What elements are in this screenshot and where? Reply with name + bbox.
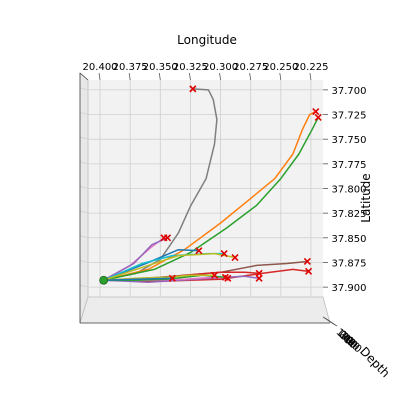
end-marker-3 [314, 113, 322, 122]
x-tick-mark [98, 72, 101, 81]
x-tick-label: 20.350 [143, 62, 178, 73]
y-tick-label: 37.725 [332, 111, 367, 122]
x-tick-mark [249, 72, 252, 81]
y-tick-label: 37.900 [332, 283, 367, 294]
y-grid-line-side [79, 284, 89, 288]
end-marker-stroke [304, 267, 313, 275]
x-axis-label: Longitude [177, 33, 237, 47]
end-marker-16 [168, 274, 176, 282]
y-axis-label: Latitude [359, 173, 373, 222]
end-marker-15 [210, 271, 219, 279]
end-marker-stroke [255, 274, 263, 282]
z-axis-label: Depth [357, 344, 392, 380]
x-tick-label: 20.225 [293, 62, 328, 73]
trajectory-line-3 [103, 117, 319, 281]
y-grid-line-side [79, 210, 89, 214]
y-tick-label: 37.800 [332, 185, 367, 196]
trajectory-line-6 [103, 248, 199, 281]
end-marker-2 [312, 107, 320, 116]
end-marker-5 [163, 234, 172, 242]
y-tick-label: 37.825 [332, 209, 367, 220]
end-marker-stroke [303, 257, 311, 266]
x-tick-mark [219, 72, 221, 81]
axis-panes [79, 72, 331, 324]
z-tick-label: 0 [337, 329, 349, 342]
x-tick-mark [309, 72, 312, 81]
origin-marker [99, 275, 109, 285]
x-tick-mark [279, 72, 282, 81]
trajectory-line-16 [103, 277, 173, 281]
end-marker-stroke [312, 107, 320, 116]
end-marker-stroke [221, 273, 229, 281]
marker-group [99, 85, 322, 285]
series-group [103, 88, 319, 283]
x-tick-mark [189, 72, 191, 81]
end-marker-14 [221, 273, 229, 281]
end-marker-6 [195, 247, 203, 255]
axis-edge-top [79, 72, 89, 81]
trajectory-line-8 [103, 252, 236, 281]
y-tick-label: 37.700 [332, 86, 367, 97]
y-tick-label: 37.850 [332, 234, 367, 245]
grid-lines [79, 72, 330, 324]
x-tick-labels: 20.40020.37520.35020.32520.30020.27520.2… [83, 62, 329, 73]
y-tick-label: 37.775 [332, 160, 367, 171]
y-grid-line-side [79, 87, 89, 91]
x-tick-label: 20.300 [203, 62, 238, 73]
x-tick-label: 20.325 [173, 62, 208, 73]
floor-pane [79, 296, 331, 324]
y-tick-labels: 37.700 37.725 37.750 37.775 37.800 37.825 37.8… [332, 86, 367, 294]
end-marker-10 [304, 267, 313, 275]
end-marker-stroke [163, 234, 172, 242]
y-grid-line-side [79, 161, 89, 165]
end-marker-12 [255, 274, 263, 282]
end-marker-stroke [220, 250, 228, 258]
x-tick-mark [128, 72, 131, 81]
z-tick-mark [331, 322, 338, 327]
end-marker-1 [189, 85, 197, 93]
end-marker-stroke [189, 85, 197, 93]
end-marker-7 [220, 250, 228, 258]
y-grid-line-side [79, 186, 89, 189]
x-tick-label: 20.250 [263, 62, 298, 73]
end-marker-stroke [314, 113, 322, 122]
y-tick-label: 37.750 [332, 135, 367, 146]
end-marker-stroke [231, 253, 239, 262]
y-grid-line-side [79, 260, 89, 263]
x-tick-label: 20.375 [113, 62, 148, 73]
x-tick-mark [158, 72, 161, 81]
y-grid-line-side [79, 235, 89, 239]
end-marker-9 [303, 257, 311, 266]
x-tick-label: 20.275 [233, 62, 268, 73]
trajectory-line-5 [103, 237, 168, 281]
y-grid-line-side [79, 112, 89, 115]
end-marker-stroke [168, 274, 176, 282]
end-marker-8 [231, 253, 239, 262]
end-marker-stroke [210, 271, 219, 279]
end-marker-stroke [224, 274, 232, 282]
y-grid-line-side [79, 136, 89, 140]
y-tick-label: 37.875 [332, 258, 367, 269]
end-marker-stroke [195, 247, 203, 255]
x-tick-label: 20.400 [83, 62, 118, 73]
